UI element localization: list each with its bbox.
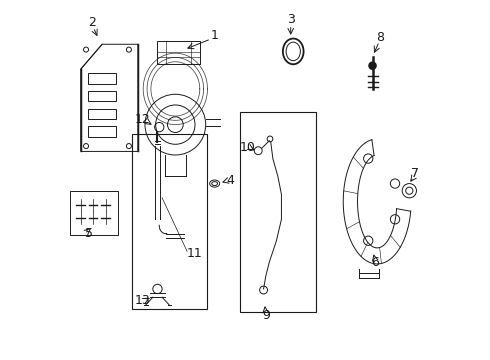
Circle shape (369, 62, 376, 69)
Bar (88, 109, 117, 119)
Text: 6: 6 (371, 256, 379, 269)
Text: 8: 8 (376, 31, 384, 44)
Text: 13: 13 (134, 294, 150, 307)
Bar (132, 134, 207, 309)
Text: 4: 4 (226, 174, 234, 187)
Text: 12: 12 (134, 113, 150, 126)
Text: 2: 2 (88, 16, 96, 29)
Bar (88, 126, 117, 137)
Bar (240, 112, 317, 312)
Text: 11: 11 (186, 247, 202, 260)
Text: 3: 3 (287, 13, 294, 27)
Text: 9: 9 (262, 309, 270, 321)
Text: 5: 5 (85, 227, 93, 240)
Text: 7: 7 (411, 167, 418, 180)
Bar (70, 191, 118, 235)
Text: 1: 1 (211, 29, 219, 42)
Bar (88, 73, 117, 84)
Bar (88, 91, 117, 102)
Bar (157, 41, 200, 64)
Text: 10: 10 (240, 141, 255, 154)
